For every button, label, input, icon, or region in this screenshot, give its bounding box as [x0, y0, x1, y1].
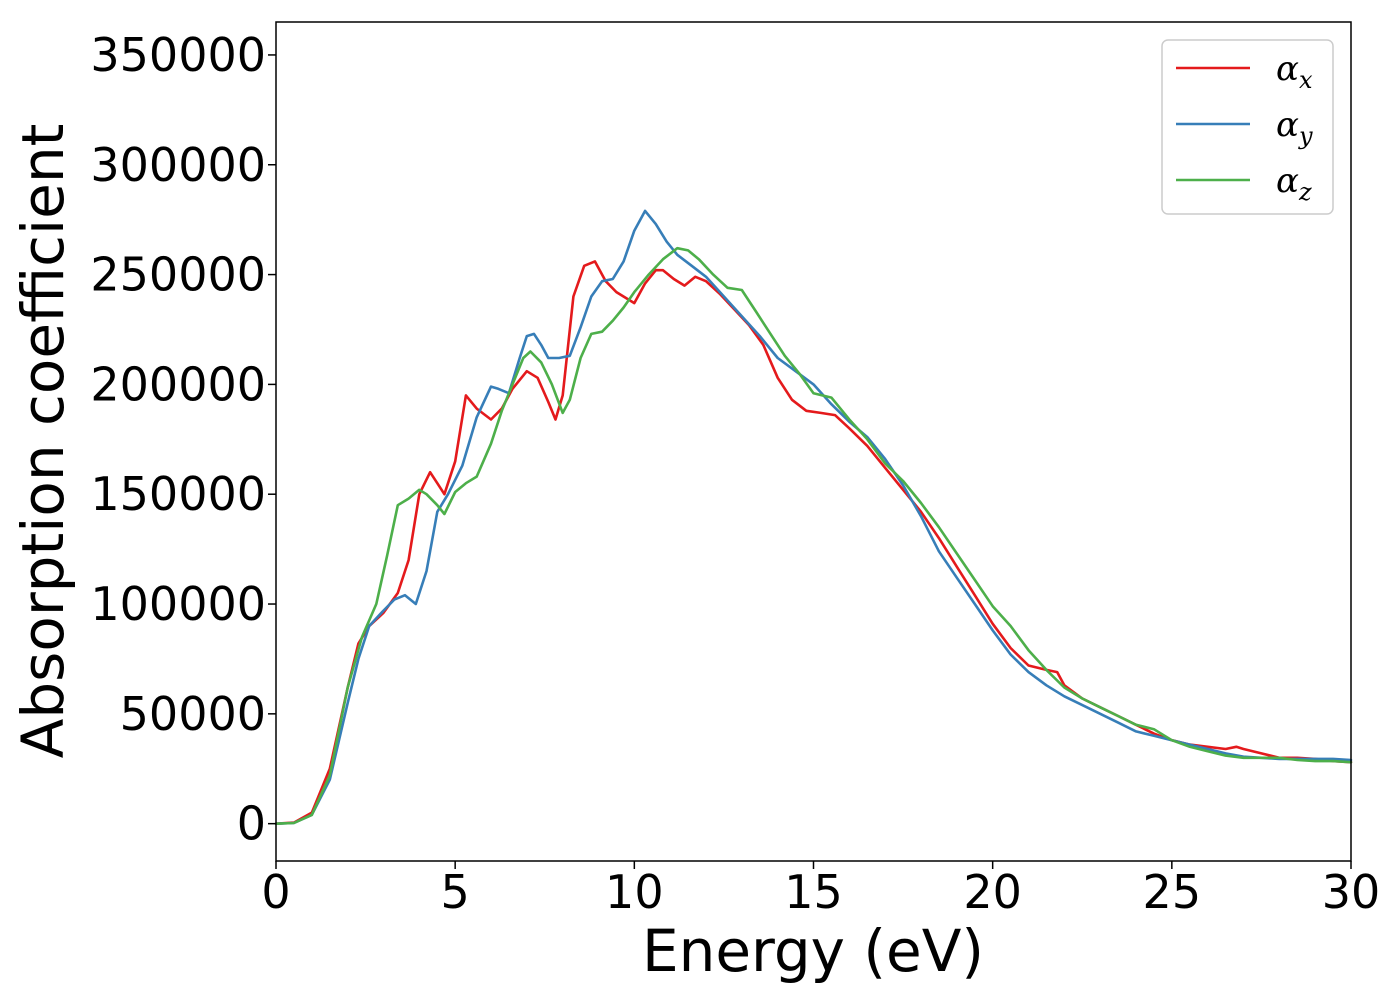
y-axis-label: Absorption coefficient	[9, 124, 77, 759]
x-tick-label: 10	[605, 865, 664, 919]
y-tick-label: 350000	[90, 28, 266, 82]
plot-lines	[274, 209, 1353, 825]
legend-subscript: z	[1298, 178, 1312, 206]
x-axis-label: Energy (eV)	[642, 917, 984, 985]
y-tick-label: 250000	[90, 248, 266, 302]
x-tick-label: 0	[261, 865, 290, 919]
y-tick-label: 0	[237, 797, 266, 851]
legend-label-alpha-y: αy	[1276, 105, 1313, 150]
legend-subscript: x	[1299, 66, 1313, 94]
legend-box	[1161, 39, 1334, 215]
x-tick-label: 20	[963, 865, 1022, 919]
x-tick-label: 30	[1322, 865, 1381, 919]
series-line-alpha-y	[274, 209, 1353, 825]
series-line-alpha-x	[274, 260, 1353, 825]
legend-subscript: y	[1298, 122, 1313, 150]
x-tick-label: 15	[784, 865, 843, 919]
series-line-alpha-z	[274, 246, 1353, 825]
y-tick-label: 200000	[90, 357, 266, 411]
x-axis: 0 5 10 15 20 25 30	[261, 861, 1380, 919]
x-tick-label: 5	[441, 865, 470, 919]
x-tick-label: 25	[1143, 865, 1202, 919]
y-axis: 0 50000 100000 150000 200000 250000 300000 3500…	[90, 28, 276, 851]
y-tick-label: 50000	[120, 687, 266, 741]
y-tick-label: 100000	[90, 577, 266, 631]
y-tick-label: 300000	[90, 138, 266, 192]
y-tick-label: 150000	[90, 467, 266, 521]
legend-label-alpha-x: αx	[1276, 49, 1313, 94]
